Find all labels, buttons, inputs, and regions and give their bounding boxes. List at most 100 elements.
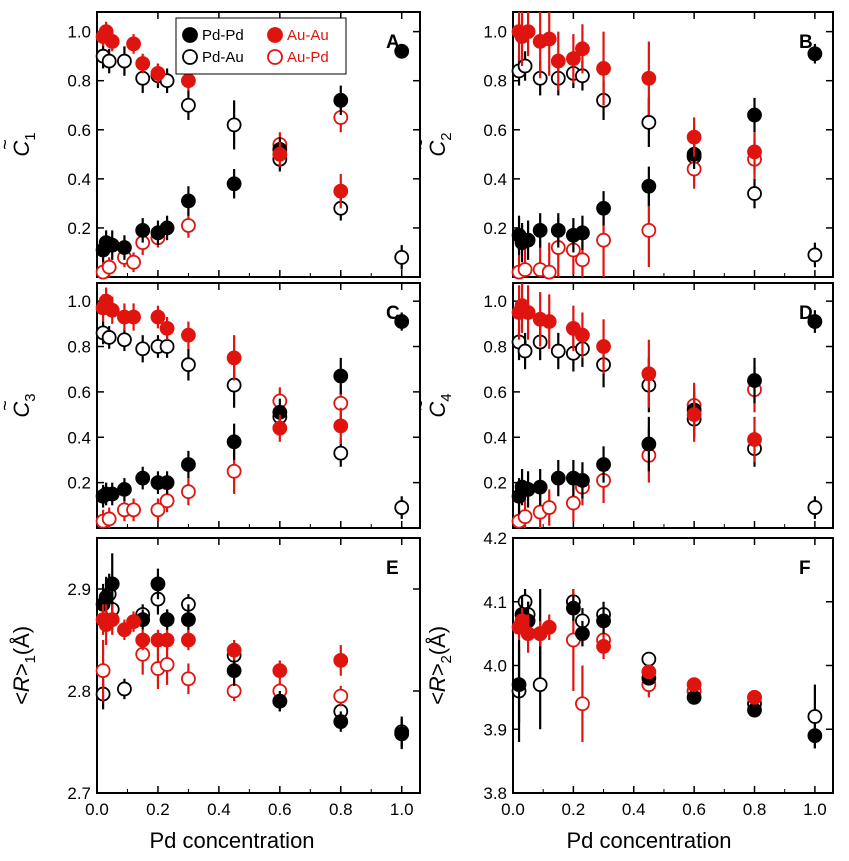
y-tick-label: 4.2: [483, 529, 507, 548]
data-point: [333, 183, 349, 199]
data-point: [596, 200, 611, 216]
data-point: [520, 626, 536, 642]
y-tick-label: 0.4: [67, 170, 91, 189]
data-point: [101, 259, 117, 275]
data-point: [550, 470, 566, 486]
x-axis-title-right: Pd concentration: [566, 828, 731, 853]
data-point: [747, 186, 762, 201]
series-aupd: [95, 385, 349, 529]
data-point: [333, 714, 349, 729]
data-point: [565, 495, 581, 511]
legend-label-pdpd: Pd-Pd: [202, 27, 244, 44]
x-tick-label: 0.2: [562, 800, 586, 819]
y-axis-label: C2~: [411, 132, 455, 156]
data-point: [135, 341, 151, 357]
series-auau: [511, 608, 762, 705]
data-point: [126, 254, 141, 270]
data-point: [159, 320, 175, 336]
panel-frame: [512, 282, 834, 529]
data-point: [520, 232, 536, 248]
data-point: [596, 457, 611, 472]
panel-frame: [96, 11, 421, 278]
y-tick-label: 1.0: [483, 23, 507, 42]
data-point: [159, 612, 175, 627]
data-point: [150, 576, 166, 592]
data-point: [575, 225, 590, 241]
panel-D: 0.2 0.4 0.6 0.8 1.0 D: [483, 282, 834, 529]
y-tick-label: 1.0: [67, 23, 91, 42]
data-point: [150, 502, 166, 518]
data-point: [747, 432, 762, 447]
y-tick-label: 0.4: [483, 170, 507, 189]
data-point: [807, 709, 823, 724]
data-point: [532, 479, 548, 495]
x-tick-label: 0.8: [329, 800, 353, 819]
data-point: [272, 663, 288, 678]
legend-label-aupd: Au-Pd: [287, 49, 329, 66]
data-point: [159, 339, 175, 354]
data-point: [520, 305, 536, 320]
panel-frame: [512, 537, 834, 794]
series-pdpd: [95, 43, 410, 263]
panel-letter: E: [386, 558, 399, 579]
data-point: [226, 463, 242, 479]
y-tick-label: 0.6: [483, 383, 507, 402]
data-point: [104, 486, 120, 502]
data-point: [520, 24, 536, 40]
data-point: [575, 252, 590, 268]
panel-C: 0.2 0.4 0.6 0.8 1.0 C: [67, 282, 421, 529]
data-point: [565, 51, 581, 67]
data-point: [394, 249, 410, 265]
x-tick-label: 0.0: [501, 800, 525, 819]
data-point: [575, 327, 590, 343]
y-axis-label-sub: 2: [438, 655, 455, 663]
data-point: [596, 613, 611, 629]
y-axis-label-main: <R>: [9, 663, 34, 705]
y-tick-label: 1.0: [483, 292, 507, 311]
y-axis-label: <R>1(Å): [9, 626, 39, 705]
data-point: [104, 576, 120, 592]
data-point: [333, 368, 349, 384]
data-point: [117, 622, 132, 638]
data-point: [596, 339, 611, 354]
legend-label-pdau: Pd-Au: [202, 49, 244, 66]
y-axis-label-tilde: ~: [0, 400, 15, 411]
data-point: [181, 457, 196, 472]
data-point: [98, 589, 114, 605]
y-axis-label-unit: (Å): [425, 626, 450, 655]
data-point: [575, 41, 590, 57]
panel-frame: [96, 282, 421, 529]
data-point: [159, 657, 175, 672]
x-tick-label: 0.6: [268, 800, 292, 819]
data-point: [104, 34, 120, 49]
series-aupd: [511, 139, 762, 280]
data-point: [575, 696, 590, 712]
series-pdau: [511, 589, 823, 749]
data-point: [126, 309, 141, 325]
series-aupd: [95, 633, 349, 707]
data-point: [517, 343, 533, 359]
data-point: [104, 237, 120, 253]
x-axis-title-left: Pd concentration: [149, 828, 314, 853]
legend-marker-pdpd: [182, 27, 198, 43]
data-point: [641, 115, 657, 130]
x-tick-label: 1.0: [390, 800, 414, 819]
y-tick-label: 0.2: [67, 474, 91, 493]
data-point: [686, 689, 702, 705]
legend: Pd-Pd Pd-Au Au-Au Au-Pd: [175, 17, 347, 75]
series-pdpd: [511, 43, 823, 263]
data-point: [394, 726, 410, 742]
y-tick-label: 0.6: [483, 121, 507, 140]
data-point: [747, 702, 762, 718]
data-point: [135, 632, 151, 648]
data-point: [333, 418, 349, 434]
data-point: [686, 677, 702, 693]
panel-letter: C: [386, 303, 400, 324]
data-point: [117, 240, 132, 255]
y-tick-label: 0.8: [483, 338, 507, 357]
data-point: [333, 445, 349, 461]
panel-letter: A: [386, 32, 400, 53]
series-pdpd: [95, 312, 410, 508]
panel-frame: [512, 11, 834, 278]
